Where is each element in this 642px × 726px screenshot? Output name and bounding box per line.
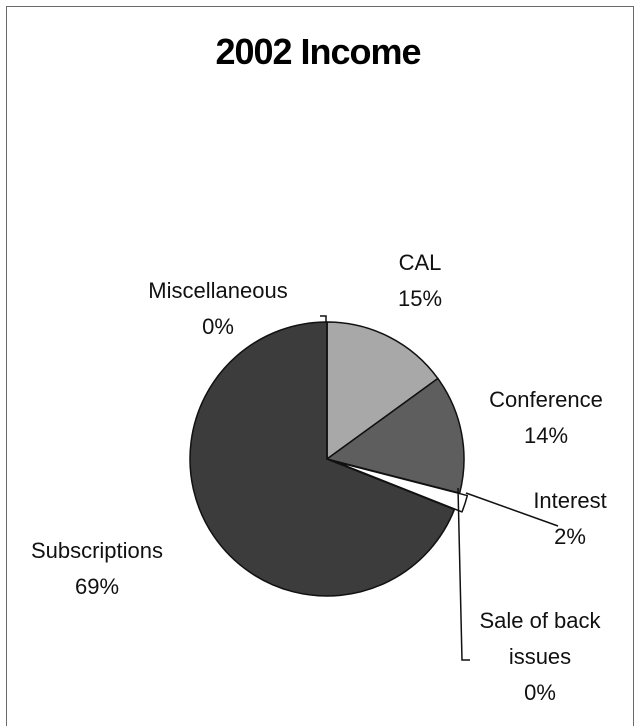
leader-line-sale-of-back-issues <box>457 487 470 661</box>
chart-title: 2002 Income <box>215 31 420 72</box>
slice-label-sale-of-back-issues: issues <box>509 644 571 669</box>
pie-slice-subscriptions <box>189 321 456 597</box>
leader-lines <box>320 315 559 661</box>
pie-slice-conference <box>326 377 465 494</box>
slice-labels: CAL 15% Conference 14% Interest 2% Sale of bac… <box>31 250 607 705</box>
slice-value-miscellaneous: 0% <box>202 314 234 339</box>
pie-slices <box>189 321 469 597</box>
slice-label-subscriptions: Subscriptions <box>31 538 163 563</box>
leader-line-interest <box>465 492 559 527</box>
slice-value-cal: 15% <box>398 286 442 311</box>
slice-label-interest: Interest <box>533 488 606 513</box>
leader-line-miscellaneous <box>320 315 327 322</box>
slice-value-subscriptions: 69% <box>75 574 119 599</box>
slice-label-conference: Conference <box>489 387 603 412</box>
slice-value-interest: 2% <box>554 524 586 549</box>
pie-slice-cal <box>326 321 439 460</box>
slice-label-miscellaneous: Miscellaneous <box>148 278 287 303</box>
pie-slice-interest <box>333 460 469 513</box>
slice-label-cal: CAL <box>399 250 442 275</box>
chart-frame <box>6 6 634 726</box>
slice-label-sale-of-back-issues: Sale of back <box>479 608 601 633</box>
slice-value-conference: 14% <box>524 423 568 448</box>
slice-value-sale-of-back-issues: 0% <box>524 680 556 705</box>
